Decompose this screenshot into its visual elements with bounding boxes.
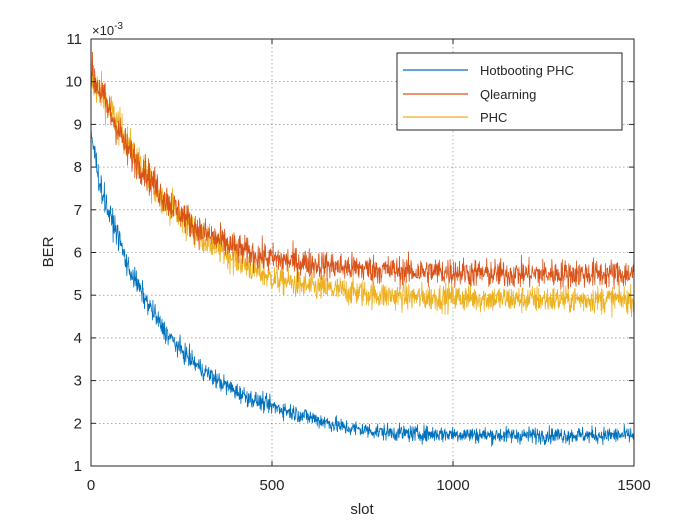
x-axis-label: slot: [350, 501, 374, 518]
y-tick-label: 11: [66, 31, 82, 48]
y-tick-label: 6: [74, 245, 82, 262]
y-exponent-power: -3: [114, 21, 123, 32]
series-line-qlearning: [90, 51, 635, 290]
y-tick-label: 9: [74, 116, 82, 133]
y-exponent-base: ×10: [92, 23, 114, 38]
y-exponent-multiplier: ×10-3: [92, 21, 123, 38]
x-tick-label: 1500: [617, 477, 650, 494]
y-axis-label: BER: [40, 236, 57, 267]
x-tick-label: 500: [259, 477, 284, 494]
y-tick-label: 1: [74, 458, 82, 475]
legend-label-phc: PHC: [480, 110, 507, 125]
legend-label-hotbooting-phc: Hotbooting PHC: [480, 63, 574, 78]
legend-label-qlearning: Qlearning: [480, 87, 536, 102]
y-tick-label: 8: [74, 159, 82, 176]
y-tick-label: 7: [74, 202, 82, 219]
series-line-hotbooting-phc: [90, 127, 635, 447]
series-lines: [90, 51, 635, 447]
y-tick-label: 10: [65, 74, 82, 91]
y-tick-label: 5: [74, 287, 82, 304]
legend: Hotbooting PHC Qlearning PHC: [396, 52, 623, 131]
x-tick-label: 1000: [436, 477, 469, 494]
y-tick-label: 2: [74, 415, 82, 432]
tick-labels: 0 500 1000 1500 1 2 3 4 5 6 7 8 9 10 11: [65, 31, 650, 494]
y-tick-label: 4: [74, 330, 82, 347]
tick-marks: [90, 38, 635, 467]
y-tick-label: 3: [74, 373, 82, 390]
x-tick-label: 0: [87, 477, 95, 494]
